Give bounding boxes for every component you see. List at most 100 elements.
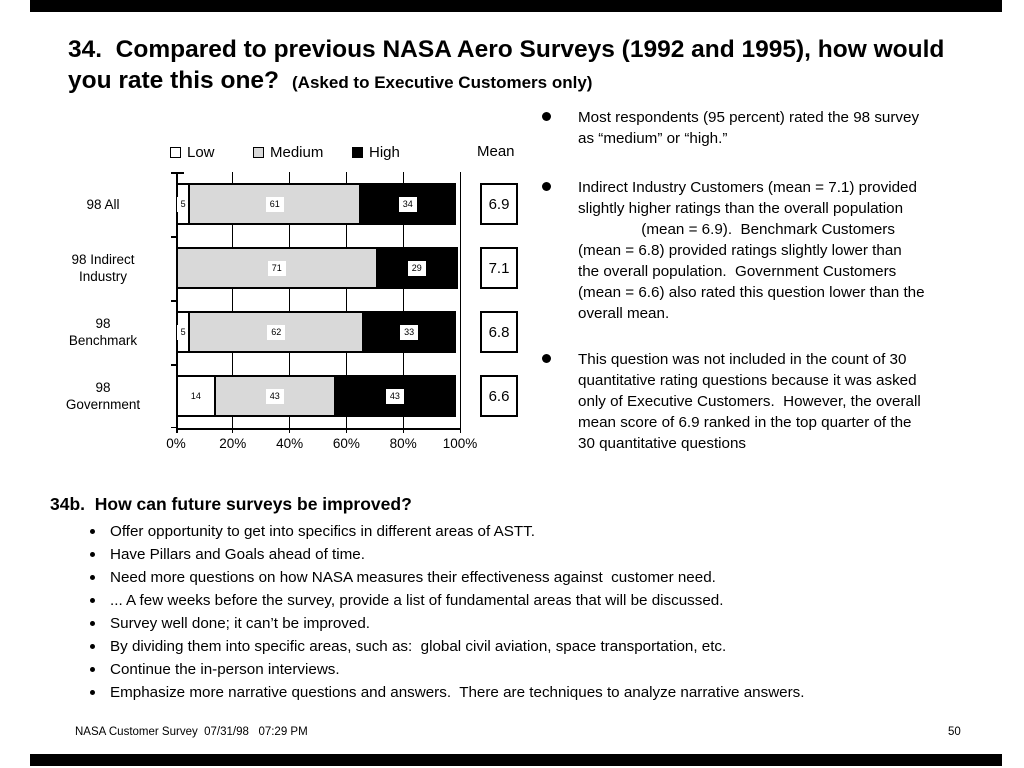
bar-value-label: 34 bbox=[398, 196, 417, 212]
legend-label: Medium bbox=[270, 144, 324, 161]
title-line-1: 34. Compared to previous NASA Aero Surve… bbox=[68, 36, 945, 63]
title-subtitle: (Asked to Executive Customers only) bbox=[292, 73, 593, 92]
y-axis-line bbox=[176, 172, 178, 433]
improvement-list-item: Offer opportunity to get into specifics … bbox=[88, 520, 988, 543]
y-axis-tick bbox=[171, 300, 176, 302]
analysis-bullet: Indirect Industry Customers (mean = 7.1)… bbox=[538, 177, 1024, 324]
x-axis-line bbox=[176, 428, 461, 430]
gridline bbox=[459, 172, 461, 433]
analysis-bullet-text: This question was not included in the co… bbox=[578, 351, 921, 452]
gridline bbox=[402, 172, 404, 433]
mean-column-header: Mean bbox=[477, 143, 515, 160]
bar-value-label: 43 bbox=[385, 388, 404, 404]
y-axis-tick bbox=[171, 364, 176, 366]
gridline bbox=[232, 172, 234, 433]
improvement-item-text: Emphasize more narrative questions and a… bbox=[110, 684, 805, 701]
bar-segment-medium: 61 bbox=[188, 183, 362, 225]
category-label: 98 Indirect Industry bbox=[71, 252, 135, 284]
bullet-icon bbox=[542, 182, 551, 191]
bar-value-label: 14 bbox=[186, 388, 205, 404]
mean-value-box: 6.9 bbox=[480, 183, 518, 225]
bullet-icon bbox=[90, 690, 95, 695]
bullet-icon bbox=[542, 112, 551, 121]
legend-item-high: High bbox=[352, 144, 400, 161]
legend-item-medium: Medium bbox=[253, 144, 323, 161]
x-axis-tick-label: 40% bbox=[276, 436, 304, 451]
title-line-2: you rate this one? bbox=[68, 67, 280, 94]
gridline bbox=[289, 172, 291, 433]
improvement-list-item: Continue the in-person interviews. bbox=[88, 658, 988, 681]
improvement-item-text: Survey well done; it can’t be improved. bbox=[110, 615, 371, 632]
bar-value-label: 71 bbox=[267, 260, 286, 276]
bar-value-label: 5 bbox=[176, 324, 190, 340]
chart-category-labels: 98 All 98 Indirect Industry 98 Benchmark 98… bbox=[40, 172, 166, 428]
bar-row: 14 43 43 bbox=[176, 375, 456, 417]
legend-item-low: Low bbox=[170, 144, 215, 161]
bar-segment-medium: 71 bbox=[176, 247, 378, 289]
legend-label: High bbox=[369, 144, 400, 161]
bar-value-label: 61 bbox=[265, 196, 284, 212]
bullet-icon bbox=[90, 598, 95, 603]
improvement-item-text: Offer opportunity to get into specifics … bbox=[110, 523, 535, 540]
bullet-icon bbox=[90, 552, 95, 557]
analysis-bullet: This question was not included in the co… bbox=[538, 349, 1024, 454]
bar-segment-medium: 62 bbox=[188, 311, 365, 353]
legend-swatch-icon bbox=[253, 147, 264, 158]
chart-mean-column: 6.9 7.1 6.8 6.6 bbox=[480, 172, 520, 428]
y-axis-top-tick bbox=[176, 172, 184, 174]
x-axis-tick-label: 0% bbox=[166, 436, 186, 451]
y-axis-tick bbox=[171, 172, 176, 174]
bar-segment-high: 43 bbox=[333, 375, 456, 417]
improvement-list-item: Emphasize more narrative questions and a… bbox=[88, 681, 988, 704]
bar-value-label: 33 bbox=[400, 324, 419, 340]
improvement-list-item: Need more questions on how NASA measures… bbox=[88, 566, 988, 589]
legend-label: Low bbox=[187, 144, 215, 161]
bar-row: 71 29 bbox=[176, 247, 458, 289]
footer-text: NASA Customer Survey 07/31/98 07:29 PM bbox=[75, 726, 308, 738]
bar-value-label: 5 bbox=[176, 196, 190, 212]
mean-value-box: 6.6 bbox=[480, 375, 518, 417]
improvement-list-item: By dividing them into specific areas, su… bbox=[88, 635, 988, 658]
y-axis-tick bbox=[171, 426, 176, 428]
improvement-item-text: Need more questions on how NASA measures… bbox=[110, 569, 716, 586]
x-axis-tick-label: 60% bbox=[332, 436, 360, 451]
chart-plot: 0% 20% 40% 60% 80% 100% 5 61 34 71 29 5 62 33 14 43 43 bbox=[166, 172, 477, 451]
y-axis-tick bbox=[171, 236, 176, 238]
improvement-list-item: Have Pillars and Goals ahead of time. bbox=[88, 543, 988, 566]
x-axis-tick-label: 100% bbox=[442, 436, 478, 451]
gridline bbox=[345, 172, 347, 433]
bullet-icon bbox=[542, 354, 551, 363]
mean-value-box: 6.8 bbox=[480, 311, 518, 353]
bar-row: 5 62 33 bbox=[176, 311, 456, 353]
bar-segment-low: 14 bbox=[176, 375, 216, 417]
bullet-icon bbox=[90, 644, 95, 649]
bar-value-label: 62 bbox=[267, 324, 286, 340]
bullet-icon bbox=[90, 667, 95, 672]
improvement-list-item: ... A few weeks before the survey, provi… bbox=[88, 589, 988, 612]
section-b-heading: 34b. How can future surveys be improved? bbox=[50, 494, 412, 514]
bar-value-label: 29 bbox=[407, 260, 426, 276]
top-black-band bbox=[30, 0, 1002, 12]
bullet-icon bbox=[90, 529, 95, 534]
bullet-icon bbox=[90, 621, 95, 626]
analysis-bullet-text: Most respondents (95 percent) rated the … bbox=[578, 109, 920, 147]
slide-title: 34. Compared to previous NASA Aero Surve… bbox=[68, 34, 1024, 98]
bar-row: 5 61 34 bbox=[176, 183, 456, 225]
legend-swatch-icon bbox=[352, 147, 363, 158]
bullet-icon bbox=[90, 575, 95, 580]
improvement-item-text: By dividing them into specific areas, su… bbox=[110, 638, 727, 655]
improvement-item-text: ... A few weeks before the survey, provi… bbox=[110, 592, 724, 609]
x-axis-tick-label: 80% bbox=[389, 436, 417, 451]
bar-segment-high: 29 bbox=[375, 247, 458, 289]
analysis-bullet-text: Indirect Industry Customers (mean = 7.1)… bbox=[578, 179, 925, 322]
category-label: 98 Government bbox=[65, 380, 141, 412]
mean-value-box: 7.1 bbox=[480, 247, 518, 289]
bar-value-label: 43 bbox=[265, 388, 284, 404]
analysis-bullets: Most respondents (95 percent) rated the … bbox=[538, 0, 1008, 500]
improvement-item-text: Have Pillars and Goals ahead of time. bbox=[110, 546, 365, 563]
page-number: 50 bbox=[948, 726, 961, 738]
analysis-bullet: Most respondents (95 percent) rated the … bbox=[538, 107, 1024, 149]
improvement-item-text: Continue the in-person interviews. bbox=[110, 661, 340, 678]
section-b-list: Offer opportunity to get into specifics … bbox=[88, 520, 988, 704]
